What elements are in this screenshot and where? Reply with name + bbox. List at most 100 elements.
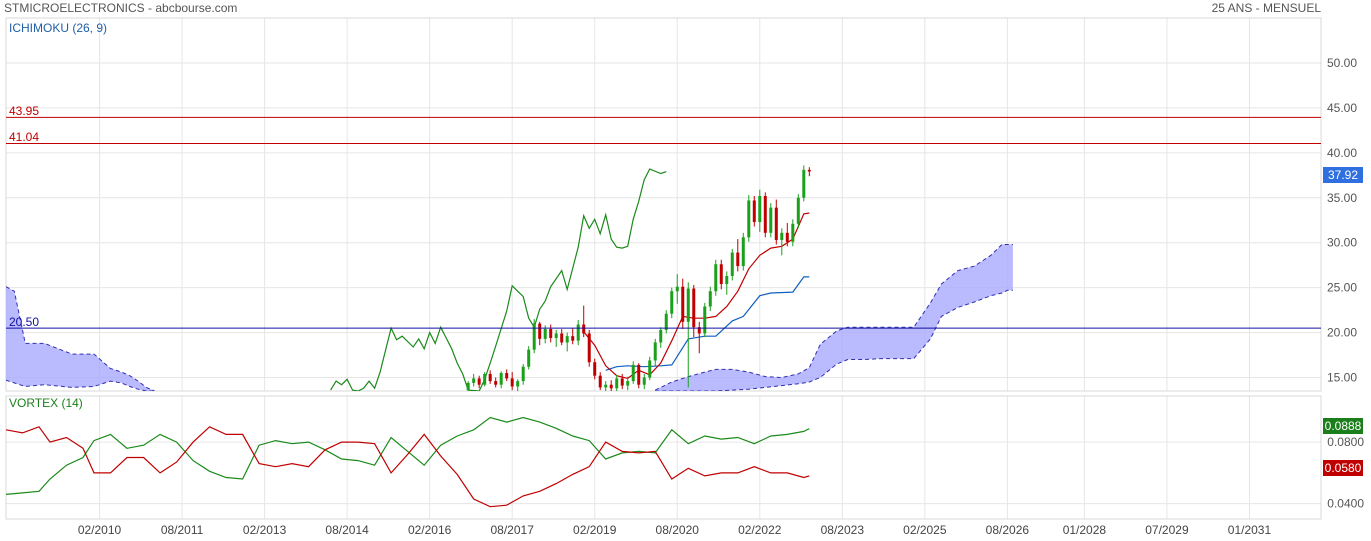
kumo-past-area xyxy=(6,286,155,391)
candle xyxy=(466,381,470,391)
candle-body xyxy=(791,223,795,242)
candle xyxy=(791,219,795,247)
candle xyxy=(686,282,690,388)
candle xyxy=(631,361,635,384)
y-tick-label-top: 50.00 xyxy=(1327,56,1357,70)
candle-body xyxy=(692,288,696,328)
ichimoku-panel-frame xyxy=(5,17,1322,392)
x-tick-label: 08/2017 xyxy=(490,523,534,537)
candle xyxy=(521,364,525,385)
candle xyxy=(549,324,553,343)
candle xyxy=(670,287,674,319)
kumo-future-span-b xyxy=(655,289,1013,391)
candle xyxy=(554,329,558,347)
candle-body xyxy=(719,264,723,285)
candle xyxy=(576,319,580,346)
x-tick-label: 02/2010 xyxy=(78,523,122,537)
candle-body xyxy=(626,381,630,386)
candle xyxy=(565,332,569,352)
y-tick-label-bottom: 0.0800 xyxy=(1327,435,1364,449)
ichimoku-plot xyxy=(6,165,1013,391)
candle-body xyxy=(472,378,476,383)
candle-body xyxy=(488,373,492,382)
x-tick-label: 07/2029 xyxy=(1145,523,1189,537)
y-tick-label-top: 35.00 xyxy=(1327,191,1357,205)
candle-body xyxy=(648,360,652,378)
y-tick-label-top: 40.00 xyxy=(1327,146,1357,160)
ichimoku-panel-label: ICHIMOKU (26, 9) xyxy=(9,21,108,35)
y-tick-label-bottom: 0.0400 xyxy=(1327,497,1364,511)
candle-body xyxy=(554,333,558,338)
x-tick-label: 01/2028 xyxy=(1063,523,1107,537)
candle xyxy=(769,203,773,238)
candle xyxy=(472,373,476,387)
candle xyxy=(736,239,740,272)
candle xyxy=(714,259,718,296)
candle xyxy=(785,222,789,247)
candle xyxy=(664,310,668,334)
x-tick-label: 02/2016 xyxy=(408,523,452,537)
candle-body xyxy=(807,169,811,172)
candle-body xyxy=(703,306,707,334)
candle xyxy=(642,373,646,390)
candle-body xyxy=(763,195,767,233)
candle-body xyxy=(593,362,597,376)
x-tick-label: 08/2023 xyxy=(821,523,865,537)
candle-body xyxy=(494,381,498,385)
candle xyxy=(626,376,630,391)
candle xyxy=(752,195,756,227)
candle xyxy=(615,374,619,391)
candle-body xyxy=(615,378,619,389)
candle-body xyxy=(543,328,547,339)
candle-body xyxy=(527,349,531,367)
candle xyxy=(708,286,712,312)
candle-body xyxy=(714,264,718,292)
candle xyxy=(802,165,806,202)
candle-body xyxy=(604,384,608,388)
candle-body xyxy=(730,252,734,276)
vi-minus-line xyxy=(6,426,810,508)
candle-body xyxy=(565,336,569,343)
candle-body xyxy=(499,373,503,385)
candle xyxy=(499,371,503,389)
y-tick-label-top: 45.00 xyxy=(1327,101,1357,115)
candle-body xyxy=(802,169,806,198)
candle-body xyxy=(769,207,773,233)
candle xyxy=(593,358,597,380)
candle xyxy=(527,346,531,370)
resistance-level-label-1: 43.95 xyxy=(9,104,40,118)
candle xyxy=(653,338,657,366)
candle-body xyxy=(675,286,679,292)
candle-body xyxy=(736,252,740,267)
candle-body xyxy=(609,384,613,389)
candle-body xyxy=(532,323,536,350)
candle xyxy=(571,328,575,345)
vortex-panel-label: VORTEX (14) xyxy=(9,396,83,410)
candle xyxy=(780,228,784,256)
x-tick-label: 02/2019 xyxy=(573,523,617,537)
y-tick-label-top: 25.00 xyxy=(1327,281,1357,295)
candle-body xyxy=(681,286,685,322)
candle xyxy=(648,356,652,381)
candle-body xyxy=(697,327,701,334)
last-price-tag: 37.92 xyxy=(1323,167,1363,183)
candle-body xyxy=(483,373,487,385)
candle-body xyxy=(510,378,514,387)
candle-body xyxy=(582,324,586,334)
candle xyxy=(725,271,729,295)
candle xyxy=(741,232,745,271)
candle-body xyxy=(780,232,784,241)
candle xyxy=(796,194,800,229)
kijun-sen-line xyxy=(605,276,810,371)
candle-body xyxy=(516,381,520,387)
candle xyxy=(532,319,536,354)
chart-period-label: 25 ANS - MENSUEL xyxy=(1211,1,1321,15)
candle-body xyxy=(505,373,509,379)
candle xyxy=(560,328,564,346)
candle xyxy=(477,375,481,389)
candle xyxy=(697,321,701,354)
candle xyxy=(598,372,602,391)
candle-body xyxy=(664,313,668,330)
candle-body xyxy=(774,207,778,241)
